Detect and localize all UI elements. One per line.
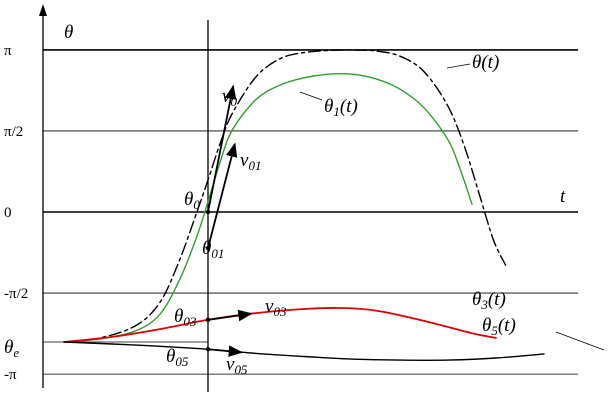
theta03-point	[205, 317, 211, 323]
x-axis-label: t	[560, 186, 566, 207]
y-axis-label: θ	[64, 22, 73, 43]
theta05-label: θ05	[166, 346, 189, 369]
y-tick-3: -π/2	[4, 286, 28, 302]
v03-label: v03	[265, 296, 287, 319]
theta1-leader	[299, 91, 323, 101]
y-axis-arrow	[39, 4, 47, 16]
theta5-leader	[555, 331, 605, 351]
theta03-label: θ03	[174, 306, 197, 329]
initial-points: θ0 θ01 θ03 θ05	[166, 189, 224, 369]
v01-label: v01	[240, 150, 261, 173]
theta3-curve-label: θ3(t)	[472, 289, 506, 312]
theta05-point	[205, 347, 211, 352]
theta5-curve-label: θ5(t)	[482, 315, 516, 338]
y-tick-2: 0	[4, 205, 12, 221]
y-tick-0: π	[4, 43, 12, 59]
theta0-point	[205, 209, 211, 215]
v05-vector	[207, 345, 244, 357]
y-tick-labels: π π/2 0 -π/2 -π	[4, 43, 28, 383]
theta-leader	[446, 63, 471, 69]
theta01-label: θ01	[202, 238, 224, 261]
v0-label: v0	[222, 86, 237, 109]
tangent-vectors: v0 v01 v03 v05	[207, 84, 287, 377]
theta-curve	[63, 49, 507, 343]
v03-vector	[207, 309, 253, 322]
theta1-curve-label: θ1(t)	[324, 96, 358, 119]
theta-curve-label: θ(t)	[472, 52, 499, 73]
curves	[63, 49, 545, 361]
theta1-curve	[63, 73, 473, 343]
curve-labels: θ(t) θ1(t) θ3(t) θ5(t)	[299, 52, 605, 351]
y-tick-1: π/2	[4, 124, 23, 140]
theta3-curve	[63, 307, 497, 343]
v05-label: v05	[226, 354, 248, 377]
theta0-label: θ0	[184, 189, 200, 212]
y-tick-4: -π	[4, 367, 17, 383]
theta-e-label: θe	[4, 337, 19, 360]
v01-vector	[207, 142, 238, 249]
theta5-curve	[63, 341, 545, 361]
v0-vector	[207, 84, 237, 213]
theta01-point	[205, 245, 211, 251]
